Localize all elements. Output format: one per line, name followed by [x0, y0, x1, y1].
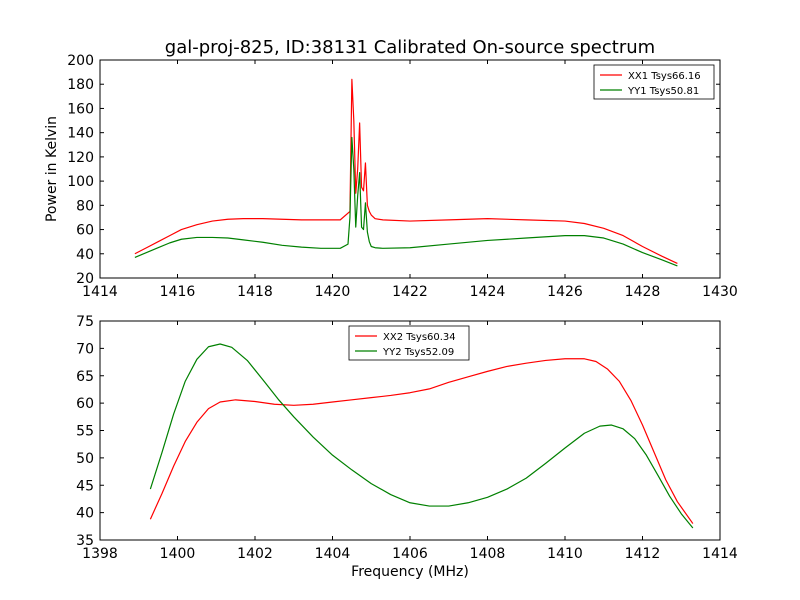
y-tick-label: 80: [76, 198, 94, 214]
y-tick-label: 40: [76, 506, 94, 522]
y-tick-label: 45: [76, 478, 94, 494]
series-line-yy2: [149, 343, 694, 529]
x-tick-label: 1410: [547, 546, 583, 562]
y-tick-label: 160: [67, 101, 94, 117]
figure-title: gal-proj-825, ID:38131 Calibrated On-sou…: [165, 37, 655, 58]
y-tick-label: 75: [76, 314, 94, 330]
legend-box: [348, 325, 470, 361]
x-tick-label: 1402: [237, 546, 273, 562]
x-tick-label: 1414: [82, 284, 118, 300]
legend-label: YY1 Tsys50.81: [627, 86, 699, 97]
legend-box: [593, 64, 715, 100]
x-tick-label: 1400: [160, 546, 196, 562]
y-tick-label: 200: [67, 53, 94, 69]
x-tick-label: 1412: [625, 546, 661, 562]
x-tick-label: 1426: [547, 284, 583, 300]
series-line-xx1: [134, 78, 678, 265]
x-tick-label: 1430: [702, 284, 738, 300]
x-tick-label: 1398: [82, 546, 118, 562]
y-tick-label: 40: [76, 247, 94, 263]
bottom-spectrum-chart: 1398 1400 1402 1404 1406 1408 1410 1412 1414 35 40…: [76, 314, 738, 580]
legend-label: YY2 Tsys52.09: [382, 347, 454, 358]
x-tick-label: 1418: [237, 284, 273, 300]
x-tick-label: 1420: [315, 284, 351, 300]
y-tick-label: 65: [76, 369, 94, 385]
y-tick-label: 140: [67, 126, 94, 142]
y-axis-label: Power in Kelvin: [44, 116, 60, 222]
y-tick-label: 35: [76, 533, 94, 549]
y-tick-label: 20: [76, 271, 94, 287]
x-tick-label: 1416: [160, 284, 196, 300]
y-tick-label: 60: [76, 396, 94, 412]
legend: XX1 Tsys66.16 YY1 Tsys50.81: [593, 64, 715, 100]
y-tick-label: 50: [76, 451, 94, 467]
y-tick-label: 60: [76, 223, 94, 239]
x-tick-label: 1424: [470, 284, 506, 300]
x-tick-label: 1428: [625, 284, 661, 300]
series-line-xx2: [149, 358, 694, 524]
y-tick-label: 55: [76, 424, 94, 440]
x-axis-label: Frequency (MHz): [351, 564, 469, 580]
legend-label: XX2 Tsys60.34: [383, 332, 456, 343]
y-tick-label: 100: [67, 174, 94, 190]
top-spectrum-chart: 1414 1416 1418 1420 1422 1424 1426 1428 1430 20 40…: [44, 53, 738, 300]
x-tick-label: 1406: [392, 546, 428, 562]
y-tick-label: 70: [76, 341, 94, 357]
x-tick-label: 1404: [315, 546, 351, 562]
x-tick-label: 1408: [470, 546, 506, 562]
series-line-yy1: [134, 136, 678, 267]
y-tick-label: 120: [67, 150, 94, 166]
legend: XX2 Tsys60.34 YY2 Tsys52.09: [348, 325, 470, 361]
x-tick-label: 1414: [702, 546, 738, 562]
legend-label: XX1 Tsys66.16: [628, 71, 701, 82]
y-tick-label: 180: [67, 77, 94, 93]
x-tick-label: 1422: [392, 284, 428, 300]
